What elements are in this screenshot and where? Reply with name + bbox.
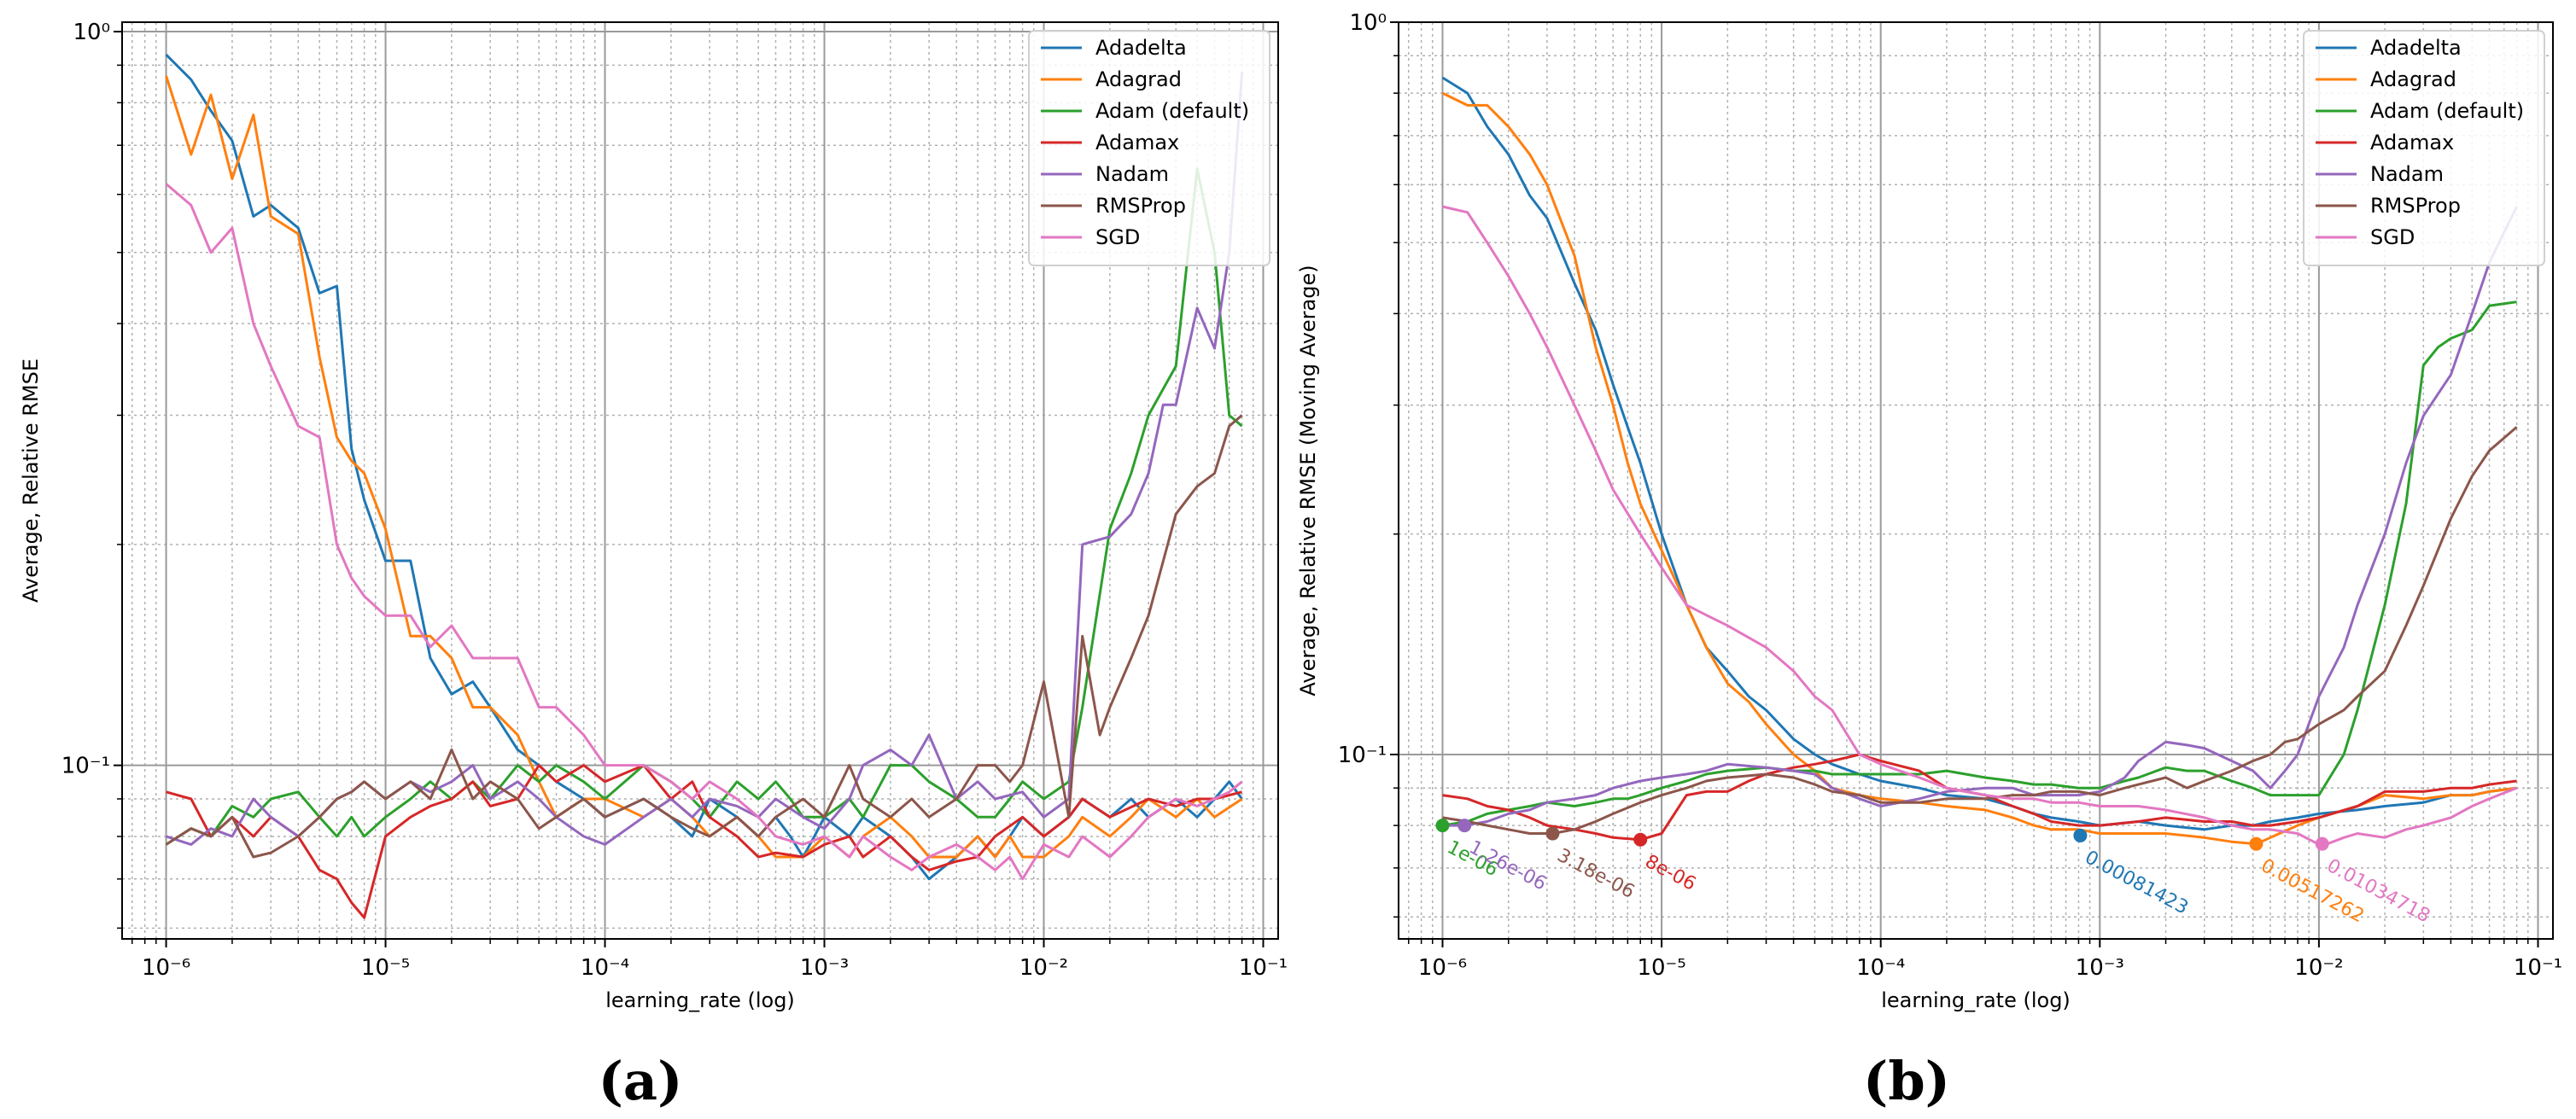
x-tick-label: 10⁻⁴ xyxy=(581,955,629,981)
x-tick-label: 10⁻³ xyxy=(2076,955,2124,981)
series-line-adamax xyxy=(1442,753,2517,842)
x-tick-label: 10⁻⁴ xyxy=(1856,955,1905,981)
x-axis-label: learning_rate (log) xyxy=(605,988,795,1012)
legend-entry-adamax: Adamax xyxy=(2370,131,2454,154)
legend-entry-adagrad: Adagrad xyxy=(2370,67,2456,91)
series-line-adamax xyxy=(166,764,1242,919)
legend-entry-adagrad: Adagrad xyxy=(1095,67,1182,91)
legend-box xyxy=(1028,30,1270,266)
series-line-nadam xyxy=(1442,206,2518,827)
x-tick-label: 10⁻² xyxy=(2294,955,2343,981)
legend-entry-sgd: SGD xyxy=(1095,225,1140,249)
legend-entry-nadam: Nadam xyxy=(1095,162,1169,186)
y-tick-label: 10⁻¹ xyxy=(1338,743,1387,768)
series-line-adadelta xyxy=(1441,76,2517,831)
series-line-rmsprop xyxy=(1442,426,2518,835)
axes-frame xyxy=(121,21,1279,940)
legend-box xyxy=(2303,30,2545,266)
legend-entry-adam-default: Adam (default) xyxy=(2370,99,2524,123)
y-tick-label: 10⁰ xyxy=(73,20,110,45)
series-line-sgd xyxy=(165,183,1243,881)
x-tick-label: 10⁻⁶ xyxy=(142,955,190,981)
legend-entry-rmsprop: RMSProp xyxy=(2370,194,2461,218)
chart-panel-b: 1e-061.26e-06 3.18e-06 8e-06 0.00081423 0.00… xyxy=(1296,10,2562,1012)
series-line-rmsprop xyxy=(165,414,1243,859)
legend-entry-adamax: Adamax xyxy=(1095,131,1179,154)
min-marker-rmsprop xyxy=(1545,826,1560,841)
min-marker-adam-default xyxy=(1435,819,1450,833)
legend-entry-adadelta: Adadelta xyxy=(1095,36,1187,60)
legend-entry-adadelta: Adadelta xyxy=(2370,36,2462,60)
min-marker-sgd xyxy=(2315,836,2329,851)
y-tick-label: 10⁰ xyxy=(1349,10,1387,36)
panel-label-b: (b) xyxy=(1863,1050,1950,1112)
x-tick-label: 10⁻⁵ xyxy=(361,955,410,981)
y-axis-label: Average, Relative RMSE (Moving Average) xyxy=(1296,265,1320,696)
legend: Adadelta Adagrad Adam (default) Adamax Nadam… xyxy=(1028,30,1270,266)
min-marker-nadam xyxy=(1457,819,1472,833)
min-marker-adadelta xyxy=(2073,828,2088,842)
legend: Adadelta Adagrad Adam (default) Adamax Nadam… xyxy=(2303,30,2545,266)
x-ticks: 10⁻⁶ 10⁻⁵ 10⁻⁴ 10⁻³ 10⁻² 10⁻¹ 10⁻¹ 10⁰ xyxy=(61,20,1288,981)
y-tick-label: 10⁻¹ xyxy=(61,754,110,779)
panel-label-a: (a) xyxy=(599,1050,683,1112)
min-marker-adagrad xyxy=(2249,836,2263,851)
x-tick-label: 10⁻³ xyxy=(800,955,849,981)
legend-entry-rmsprop: RMSProp xyxy=(1095,194,1186,218)
series-line-sgd xyxy=(1442,205,2518,848)
x-tick-label: 10⁻² xyxy=(1019,955,1068,981)
series-group xyxy=(165,54,1244,919)
y-axis-label: Average, Relative RMSE xyxy=(19,358,43,603)
legend-entry-adam-default: Adam (default) xyxy=(1095,99,1249,123)
axes-frame xyxy=(1398,21,2554,940)
x-axis-label: learning_rate (log) xyxy=(1881,988,2071,1012)
legend-entry-sgd: SGD xyxy=(2370,225,2415,249)
series-group xyxy=(1441,76,2518,848)
x-tick-label: 10⁻¹ xyxy=(1239,955,1288,981)
x-ticks: 10⁻⁶ 10⁻⁵ 10⁻⁴ 10⁻³ 10⁻² 10⁻¹ 10⁻¹ 10⁰ xyxy=(1338,10,2562,981)
min-marker-adamax xyxy=(1633,832,1648,847)
x-tick-label: 10⁻⁵ xyxy=(1637,955,1685,981)
x-tick-label: 10⁻⁶ xyxy=(1418,955,1467,981)
x-tick-label: 10⁻¹ xyxy=(2514,955,2562,981)
legend-entry-nadam: Nadam xyxy=(2370,162,2444,186)
chart-panel-a: 10⁻⁶ 10⁻⁵ 10⁻⁴ 10⁻³ 10⁻² 10⁻¹ 10⁻¹ 10⁰ learning_… xyxy=(19,20,1288,1012)
series-line-adam-default xyxy=(1442,300,2517,827)
